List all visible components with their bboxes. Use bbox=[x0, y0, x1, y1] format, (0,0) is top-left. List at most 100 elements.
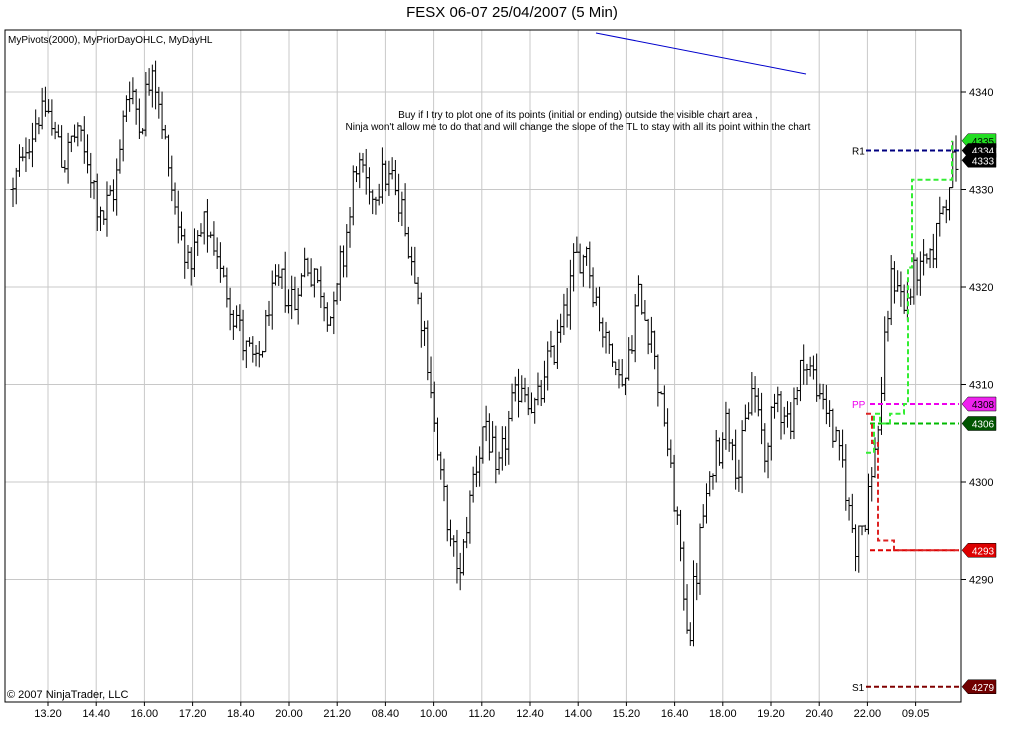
ohlc-bar bbox=[431, 381, 437, 432]
price-tag-label: 4335 bbox=[972, 137, 995, 148]
ohlc-bar bbox=[224, 267, 230, 308]
price-tag-label: 4308 bbox=[972, 400, 995, 411]
ohlc-bar bbox=[347, 207, 353, 248]
ohlc-bar bbox=[272, 264, 278, 286]
ohlc-bar bbox=[311, 268, 317, 298]
ohlc-bar bbox=[331, 291, 337, 335]
ohlc-bar bbox=[422, 320, 428, 346]
ohlc-bar bbox=[703, 483, 709, 524]
ohlc-bar bbox=[554, 319, 560, 369]
trend-line[interactable] bbox=[595, 32, 807, 75]
ohlc-bar bbox=[285, 289, 291, 314]
ohlc-bar bbox=[412, 246, 418, 284]
ohlc-bar bbox=[687, 622, 693, 646]
ohlc-bar bbox=[558, 313, 564, 343]
step-line-red bbox=[866, 412, 961, 552]
ohlc-bar bbox=[707, 471, 713, 497]
ohlc-bar bbox=[898, 271, 904, 307]
ohlc-bar bbox=[532, 397, 538, 424]
ohlc-bar bbox=[130, 77, 136, 105]
pivot-step-lines bbox=[866, 140, 961, 552]
ohlc-bar bbox=[230, 309, 236, 340]
ohlc-bar bbox=[185, 244, 191, 270]
ohlc-bar bbox=[869, 467, 875, 502]
ohlc-bar bbox=[360, 152, 366, 173]
ohlc-bar bbox=[509, 383, 515, 422]
ohlc-bar bbox=[891, 261, 897, 304]
ohlc-bar bbox=[20, 146, 26, 162]
ohlc-bar bbox=[882, 316, 888, 402]
ohlc-bar bbox=[120, 110, 126, 162]
ohlc-bar bbox=[237, 304, 243, 332]
ohlc-bar bbox=[953, 135, 959, 182]
ohlc-bar bbox=[110, 179, 116, 212]
ohlc-bar bbox=[263, 309, 269, 353]
ohlc-bar bbox=[587, 241, 593, 289]
ohlc-bar bbox=[538, 379, 544, 407]
ohlc-bar bbox=[833, 426, 839, 442]
ohlc-bar bbox=[337, 245, 343, 301]
ohlc-bar bbox=[797, 359, 803, 402]
grid bbox=[5, 30, 961, 702]
ohlc-bar bbox=[250, 336, 256, 363]
ohlc-bar bbox=[934, 222, 940, 269]
price-tag: 4306 bbox=[961, 416, 997, 431]
ohlc-bar bbox=[716, 437, 722, 466]
ohlc-bar bbox=[227, 287, 233, 331]
ohlc-bar bbox=[759, 392, 765, 445]
ohlc-bar bbox=[172, 182, 178, 215]
ohlc-bar bbox=[396, 173, 402, 223]
ohlc-bar bbox=[493, 425, 499, 484]
ohlc-bar bbox=[516, 368, 522, 418]
ohlc-bar bbox=[801, 344, 807, 385]
price-tag: 4293 bbox=[961, 543, 997, 558]
ohlc-bar bbox=[668, 439, 674, 468]
ohlc-bar bbox=[817, 383, 823, 400]
ohlc-bar bbox=[214, 237, 220, 269]
x-tick-label: 16.40 bbox=[661, 708, 689, 720]
ohlc-bar bbox=[460, 539, 466, 576]
ohlc-bar bbox=[389, 157, 395, 180]
ohlc-bar bbox=[823, 384, 829, 425]
ohlc-bar bbox=[428, 356, 434, 399]
price-axis[interactable]: 4290 4300 4310 4320 4330 4340 bbox=[960, 30, 993, 702]
ohlc-bar bbox=[266, 300, 272, 326]
ohlc-bar bbox=[370, 189, 376, 215]
ohlc-bar bbox=[65, 132, 71, 184]
ohlc-bar bbox=[182, 228, 188, 279]
price-tag: 4333 bbox=[961, 153, 997, 168]
ohlc-bar bbox=[866, 473, 872, 535]
ohlc-bar bbox=[483, 405, 489, 442]
time-axis[interactable]: 13.20 14.40 16.00 17.20 18.40 20.00 21.20 08.40… bbox=[34, 702, 929, 720]
ohlc-bar bbox=[606, 330, 612, 354]
ohlc-bar bbox=[713, 429, 719, 483]
ohlc-bar bbox=[405, 226, 411, 259]
ohlc-bar bbox=[726, 408, 732, 452]
ohlc-bar bbox=[804, 363, 810, 385]
ohlc-bar bbox=[736, 459, 742, 492]
ohlc-bar bbox=[859, 525, 865, 536]
ohlc-bar bbox=[78, 125, 84, 142]
ohlc-bar bbox=[127, 81, 133, 112]
ohlc-bar bbox=[16, 144, 22, 177]
ohlc-bar bbox=[88, 152, 94, 198]
price-tag-label: 4333 bbox=[972, 156, 995, 167]
ohlc-bar bbox=[444, 484, 450, 542]
pivot-level-label: S1 bbox=[852, 683, 865, 694]
ohlc-bar bbox=[652, 330, 658, 370]
annotation-line-2: Ninja won't allow me to do that and will… bbox=[346, 122, 811, 133]
ohlc-bar bbox=[613, 361, 619, 376]
ohlc-bar bbox=[901, 284, 907, 314]
ohlc-bar bbox=[674, 506, 680, 525]
x-tick-label: 18.40 bbox=[227, 708, 255, 720]
ohlc-bar bbox=[308, 258, 314, 287]
ohlc-bar bbox=[522, 377, 528, 403]
ohlc-bar bbox=[292, 276, 298, 311]
ohlc-bar bbox=[580, 254, 586, 287]
ohlc-bar bbox=[772, 393, 778, 419]
x-tick-label: 08.40 bbox=[372, 708, 400, 720]
copyright-text: © 2007 NinjaTrader, LLC bbox=[7, 689, 128, 701]
ohlc-bar bbox=[33, 109, 39, 143]
x-tick-label: 22.00 bbox=[854, 708, 882, 720]
